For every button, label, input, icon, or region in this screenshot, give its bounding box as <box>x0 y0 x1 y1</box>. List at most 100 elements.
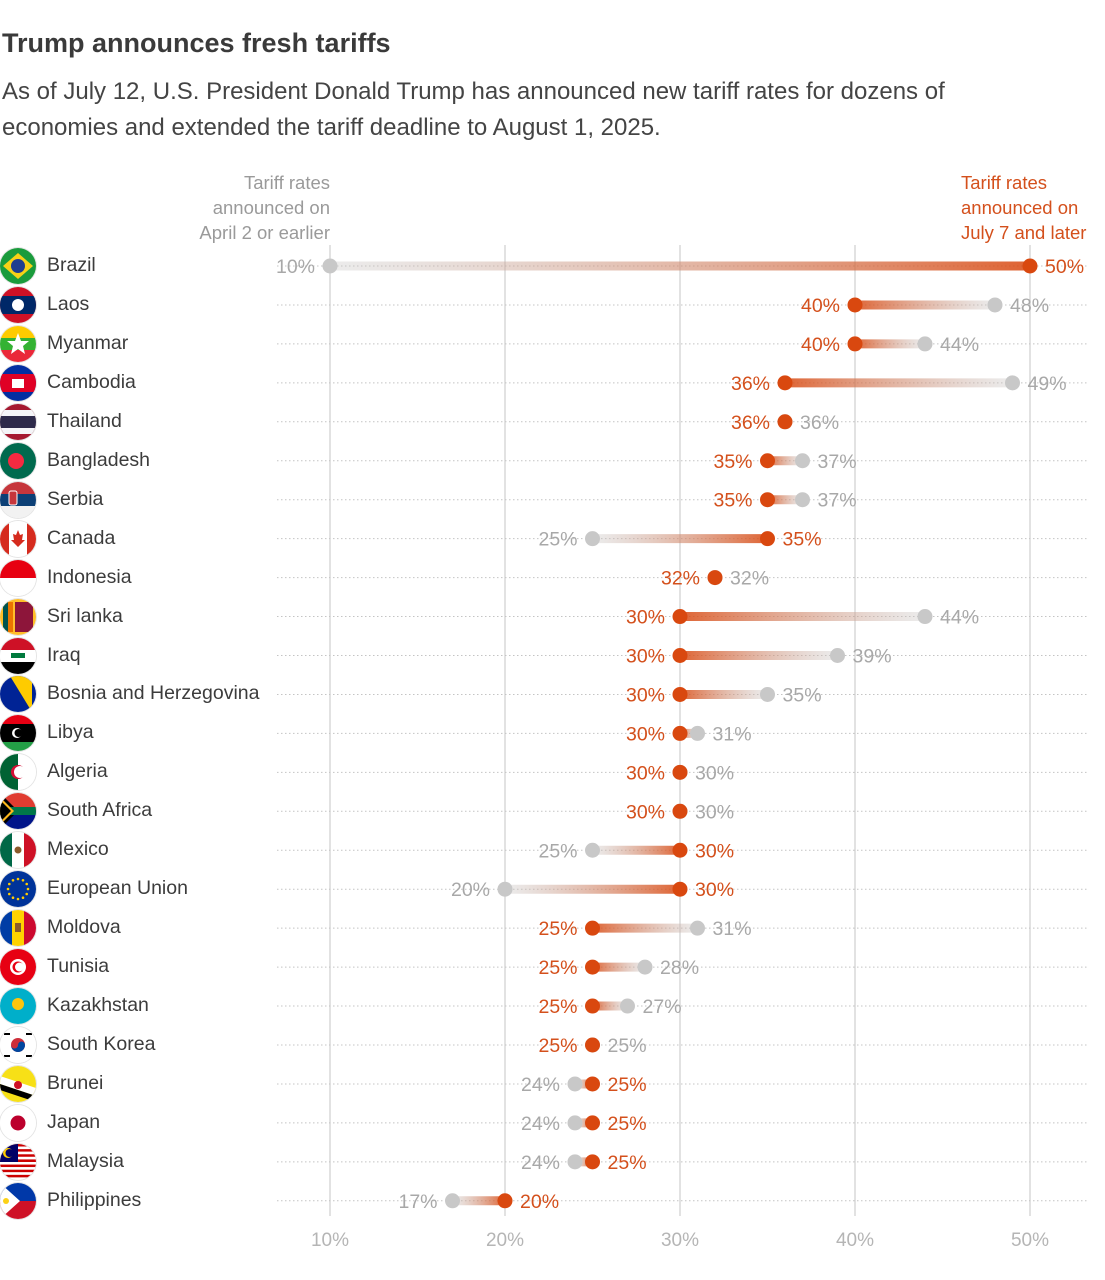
legend-old-label: Tariff rates announced on April 2 or ear… <box>199 172 330 243</box>
country-label: Brazil <box>47 254 96 276</box>
serbia-flag-icon <box>0 481 36 518</box>
country-label: South Korea <box>47 1033 156 1055</box>
new-rate-label: 30% <box>626 801 665 823</box>
iraq-flag-icon <box>0 637 36 674</box>
old-rate-label: 25% <box>608 1035 647 1057</box>
new-rate-label: 25% <box>608 1074 647 1096</box>
new-rate-dot <box>585 1076 600 1092</box>
old-rate-label: 36% <box>800 412 839 434</box>
new-rate-dot <box>847 336 863 352</box>
new-rate-dot <box>672 725 688 741</box>
indonesia-flag-icon <box>0 559 36 596</box>
myanmar-flag-icon <box>0 325 36 362</box>
moldova-flag-icon <box>0 910 36 947</box>
old-rate-dot <box>567 1154 583 1170</box>
old-rate-label: 20% <box>451 879 490 901</box>
philippines-flag-icon <box>0 1182 36 1219</box>
old-rate-dot <box>497 881 513 897</box>
new-rate-label: 30% <box>626 607 665 629</box>
bosnia-flag-icon <box>0 676 36 713</box>
new-rate-dot <box>672 686 688 702</box>
x-tick-label: 10% <box>311 1230 349 1251</box>
old-rate-dot <box>567 1115 583 1131</box>
new-rate-dot <box>760 492 775 508</box>
country-label: Japan <box>47 1110 101 1133</box>
south-korea-flag-icon <box>0 1027 36 1063</box>
brazil-flag-icon <box>0 248 36 284</box>
new-rate-dot <box>585 920 600 936</box>
algeria-flag-icon <box>0 754 36 791</box>
new-rate-label: 40% <box>801 295 840 317</box>
old-rate-label: 24% <box>521 1074 560 1096</box>
old-rate-label: 39% <box>853 646 892 668</box>
country-label: Bosnia and Herzegovina <box>47 682 260 705</box>
country-label: Kazakhstan <box>47 994 149 1017</box>
old-rate-label: 37% <box>818 490 857 512</box>
new-rate-dot <box>672 803 688 819</box>
old-rate-label: 17% <box>398 1191 437 1213</box>
thailand-flag-icon <box>0 403 36 440</box>
old-rate-dot <box>795 492 810 508</box>
new-rate-dot <box>585 1037 600 1053</box>
laos-flag-icon <box>0 286 36 323</box>
new-rate-dot <box>497 1193 513 1209</box>
old-rate-label: 31% <box>713 918 752 940</box>
new-rate-dot <box>585 959 600 975</box>
country-label: Moldova <box>47 916 121 939</box>
new-rate-label: 36% <box>731 412 770 434</box>
country-label: Laos <box>47 292 90 315</box>
old-rate-dot <box>917 609 933 625</box>
country-label: Indonesia <box>47 565 132 588</box>
new-rate-label: 25% <box>608 1152 647 1174</box>
old-rate-label: 28% <box>660 957 699 979</box>
chart-title: Trump announces fresh tariffs <box>2 28 391 58</box>
new-rate-label: 35% <box>783 529 822 551</box>
new-rate-dot <box>707 570 723 586</box>
new-rate-label: 35% <box>713 451 752 473</box>
x-tick-label: 30% <box>661 1230 699 1251</box>
new-rate-label: 35% <box>713 490 752 512</box>
old-rate-label: 44% <box>940 334 979 356</box>
old-rate-dot <box>445 1193 460 1209</box>
new-rate-label: 50% <box>1045 256 1084 278</box>
old-rate-dot <box>567 1076 583 1092</box>
new-rate-label: 25% <box>538 918 577 940</box>
old-rate-label: 30% <box>695 762 734 784</box>
old-rate-label: 37% <box>818 451 857 473</box>
new-rate-label: 30% <box>695 840 734 862</box>
old-rate-dot <box>637 959 653 975</box>
brunei-flag-icon <box>0 1065 36 1102</box>
old-rate-dot <box>690 920 705 936</box>
old-rate-label: 48% <box>1010 295 1049 317</box>
new-rate-dot <box>1022 258 1038 274</box>
sri-lanka-flag-icon <box>0 598 36 635</box>
old-rate-label: 32% <box>730 568 769 590</box>
new-rate-label: 25% <box>538 1035 577 1057</box>
old-rate-label: 24% <box>521 1113 560 1135</box>
japan-flag-icon <box>0 1104 36 1141</box>
old-rate-label: 24% <box>521 1152 560 1174</box>
new-rate-label: 30% <box>626 646 665 668</box>
new-rate-label: 20% <box>520 1191 559 1213</box>
old-rate-dot <box>1005 375 1020 391</box>
country-label: Tunisia <box>47 955 110 978</box>
new-rate-label: 30% <box>695 879 734 901</box>
old-rate-dot <box>830 648 845 663</box>
old-rate-label: 25% <box>538 840 577 862</box>
libya-flag-icon <box>0 715 36 752</box>
x-tick-label: 50% <box>1011 1230 1049 1251</box>
country-label: Mexico <box>47 838 109 861</box>
new-rate-dot <box>777 414 793 430</box>
old-rate-dot <box>760 686 775 702</box>
old-rate-dot <box>322 258 338 274</box>
south-africa-flag-icon <box>0 793 36 830</box>
old-rate-label: 27% <box>643 996 682 1018</box>
country-label: Canada <box>47 526 116 549</box>
old-rate-label: 25% <box>538 529 577 551</box>
new-rate-label: 30% <box>626 723 665 745</box>
new-rate-label: 32% <box>661 568 700 590</box>
country-label: Thailand <box>47 409 122 432</box>
cambodia-flag-icon <box>0 364 36 401</box>
x-tick-label: 40% <box>836 1230 874 1251</box>
